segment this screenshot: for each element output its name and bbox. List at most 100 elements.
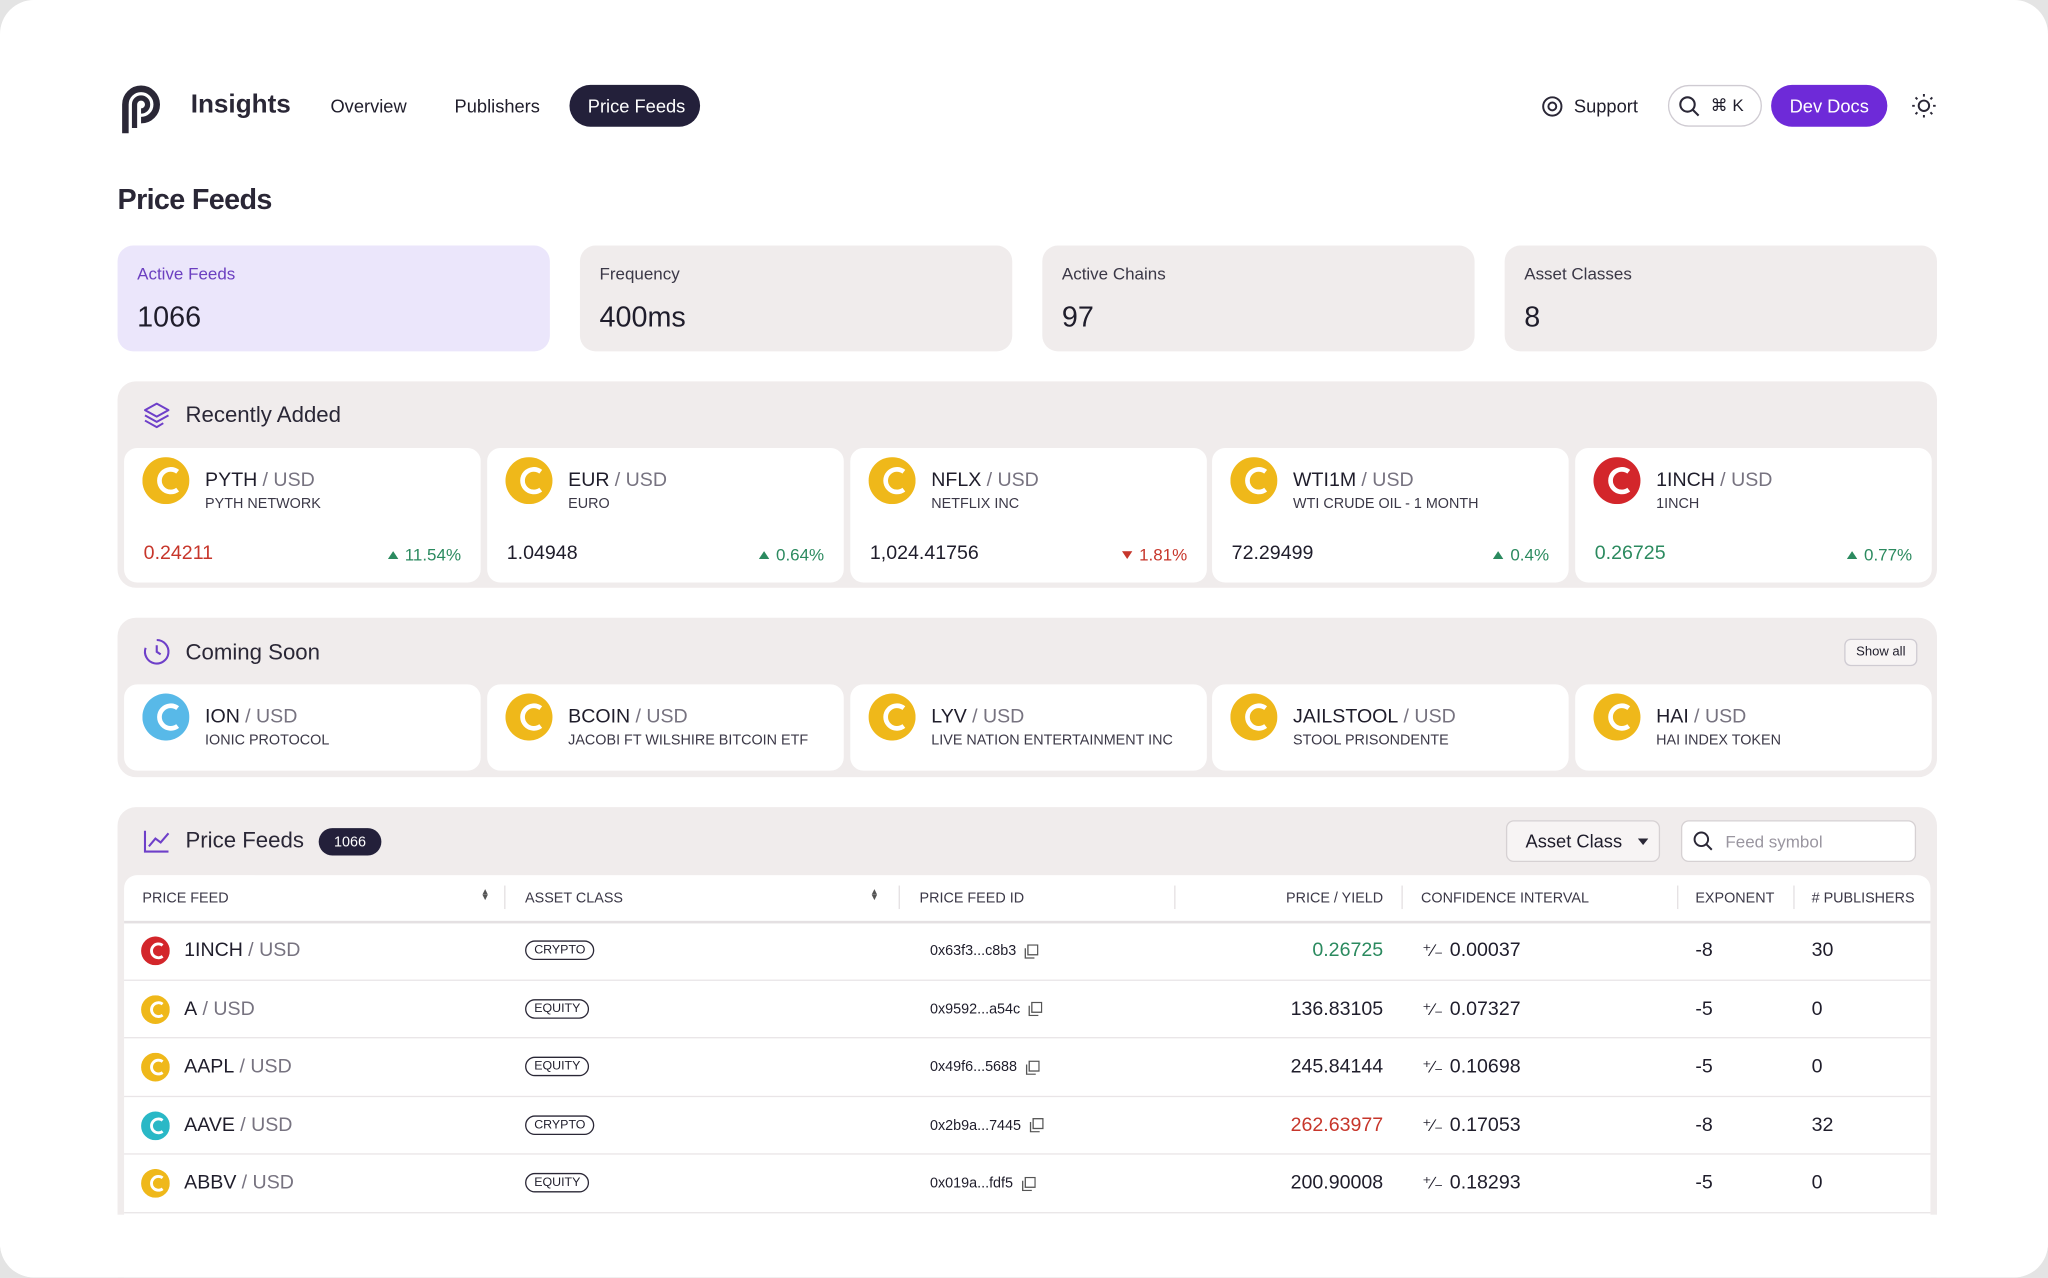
quote: / USD [972, 705, 1025, 728]
search-button[interactable]: ⌘ K [1667, 84, 1762, 127]
copy-icon[interactable] [1024, 943, 1039, 959]
feed-id[interactable]: 0x63f3...c8b3 [929, 943, 1039, 959]
row-rule [124, 1095, 1931, 1097]
quote: / USD [245, 705, 298, 728]
asset-icon [141, 936, 170, 966]
asset-icon [141, 994, 170, 1024]
change-value: 0.4% [1510, 544, 1550, 565]
stat-label: Frequency [599, 263, 680, 284]
feed-name: HAI INDEX TOKEN [1656, 732, 1781, 749]
exponent: -8 [1695, 939, 1713, 962]
feed-id-text: 0x63f3...c8b3 [929, 943, 1017, 959]
feed-id-text: 0x2b9a...7445 [929, 1117, 1022, 1134]
recently-added-panel: Recently Added PYTH / USD PYTH NETWORK 0.24… [117, 381, 1937, 588]
stat-label: Active Chains [1061, 263, 1166, 284]
change-value: 11.54% [404, 544, 462, 565]
panel-title: Recently Added [185, 402, 342, 428]
feed-price: 1.04948 [506, 542, 578, 565]
feed-id[interactable]: 0x019a...fdf5 [929, 1175, 1036, 1192]
copy-icon[interactable] [1021, 1176, 1036, 1191]
feed-card[interactable]: WTI1M / USD WTI CRUDE OIL - 1 MONTH 72.2949… [1212, 447, 1569, 583]
feed-price: 0.26725 [1594, 542, 1666, 565]
feed-card[interactable]: NFLX / USD NETFLIX INC 1,024.41756 1.81% [850, 447, 1207, 583]
symbol: JAILSTOOL [1293, 705, 1399, 728]
publishers: 0 [1811, 1171, 1823, 1194]
asset-icon [141, 1052, 170, 1082]
column-divider [504, 885, 506, 910]
asset-icon [505, 457, 553, 505]
feed-card[interactable]: HAI / USD HAI INDEX TOKEN [1575, 684, 1932, 771]
symbol: 1INCH [1656, 468, 1715, 492]
confidence: 0.18293 [1449, 1171, 1521, 1194]
feed-symbol: ION / USD [205, 705, 297, 727]
theme-toggle[interactable] [1911, 93, 1937, 119]
asset-icon [1230, 457, 1278, 505]
feed-name: LIVE NATION ENTERTAINMENT INC [931, 732, 1173, 749]
feed-change: 11.54% [387, 544, 462, 565]
feed-change: 0.77% [1847, 545, 1912, 564]
copy-icon[interactable] [1025, 1059, 1040, 1075]
feed-card[interactable]: JAILSTOOL / USD STOOL PRISONDENTE [1212, 684, 1569, 771]
feed-id[interactable]: 0x49f6...5688 [930, 1059, 1040, 1075]
feed-search[interactable]: Feed symbol [1680, 820, 1917, 863]
feed-card[interactable]: ION / USD IONIC PROTOCOL [124, 684, 481, 771]
quote: / USD [1403, 705, 1456, 728]
asset-class-filter[interactable]: Asset Class [1505, 820, 1661, 863]
feed-symbol: NFLX / USD [931, 469, 1039, 491]
feed-id[interactable]: 0x9592...a54c [930, 1001, 1043, 1017]
nav-link[interactable]: Overview [330, 95, 407, 117]
symbol: AAPL [184, 1055, 235, 1078]
stat-label: Asset Classes [1524, 263, 1632, 284]
row-rule [124, 978, 1931, 981]
quote: / USD [240, 1113, 293, 1136]
price: 200.90008 [1290, 1171, 1384, 1194]
feed-symbol: PYTH / USD [205, 469, 315, 491]
change-arrow [759, 550, 770, 559]
column-header: EXPONENT [1695, 890, 1775, 907]
column-header: PRICE FEED [142, 890, 229, 907]
copy-icon[interactable] [1029, 1118, 1044, 1133]
support-link[interactable]: Support [1573, 95, 1638, 117]
feed-card[interactable]: BCOIN / USD JACOBI FT WILSHIRE BITCOIN ETF [487, 684, 844, 771]
quote: / USD [635, 705, 688, 728]
row-rule [124, 1037, 1931, 1039]
page-title: Price Feeds [117, 182, 273, 216]
brand: Insights [190, 90, 291, 119]
feed-card[interactable]: LYV / USD LIVE NATION ENTERTAINMENT INC [850, 684, 1207, 771]
plus-minus: ⁺∕₋ [1422, 998, 1444, 1019]
feed-id[interactable]: 0x2b9a...7445 [929, 1117, 1044, 1134]
nav-link[interactable]: Publishers [454, 95, 540, 117]
feed-card[interactable]: 1INCH / USD 1INCH 0.26725 0.77% [1575, 447, 1932, 583]
show-all-button[interactable]: Show all [1844, 638, 1918, 667]
feed-card[interactable]: EUR / USD EURO 1.04948 0.64% [487, 447, 844, 583]
feed-card[interactable]: PYTH / USD PYTH NETWORK 0.24211 11.54% [124, 447, 481, 583]
feed-name: STOOL PRISONDENTE [1293, 732, 1449, 749]
stat-value: 8 [1524, 300, 1541, 334]
support-icon [1542, 96, 1563, 117]
symbol: WTI1M [1293, 468, 1357, 492]
change-value: 0.64% [775, 544, 825, 565]
copy-icon[interactable] [1028, 1001, 1043, 1017]
dev-docs-button[interactable]: Dev Docs [1771, 84, 1888, 127]
search-placeholder: Feed symbol [1725, 831, 1823, 852]
asset-class-tag: EQUITY [525, 1172, 590, 1193]
asset-icon [141, 1168, 170, 1198]
quote: / USD [1361, 468, 1414, 492]
column-divider [1793, 885, 1795, 910]
feed-id-text: 0x019a...fdf5 [929, 1175, 1014, 1192]
quote: / USD [262, 468, 315, 492]
nav-link[interactable]: Price Feeds [587, 95, 686, 117]
asset-class-tag: CRYPTO [525, 1114, 595, 1135]
layers-icon [143, 402, 170, 429]
price: 245.84144 [1290, 1055, 1384, 1078]
publishers: 30 [1811, 939, 1834, 962]
stat-card: Active Chains 97 [1042, 245, 1475, 352]
panel-title: Price Feeds [185, 828, 304, 853]
column-header: PRICE / YIELD [1286, 890, 1384, 907]
feed-change: 0.4% [1493, 544, 1550, 565]
asset-icon [142, 457, 190, 505]
change-value: 1.81% [1139, 544, 1188, 565]
feed-price: 0.24211 [143, 542, 214, 565]
